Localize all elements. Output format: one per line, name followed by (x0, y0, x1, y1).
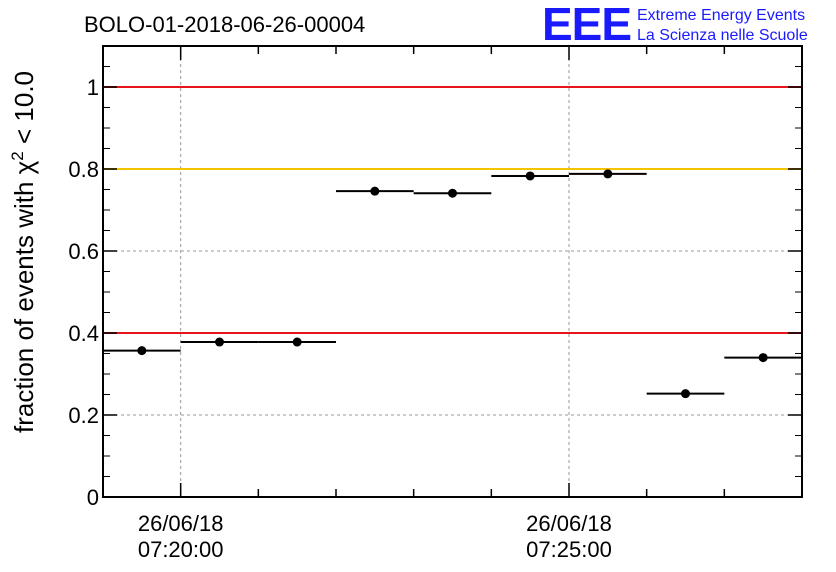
marker-2 (292, 337, 302, 347)
x-tick-time-0: 07:20:00 (138, 537, 224, 562)
marker-0 (137, 346, 147, 356)
marker-1 (215, 337, 224, 347)
y-tick-label-4: 0.8 (68, 157, 99, 182)
eee-logo-mark: EEE (542, 0, 631, 50)
marker-3 (370, 186, 380, 196)
plot-area-border (102, 45, 803, 498)
y-tick-label-2: 0.4 (68, 321, 99, 346)
data-point-2 (258, 337, 336, 347)
y-axis-label-superscript: 2 (8, 151, 27, 160)
data-point-0 (103, 346, 181, 356)
grid (103, 46, 802, 497)
y-tick-label-3: 0.6 (68, 239, 99, 264)
data-point-6 (569, 169, 647, 179)
data-point-3 (336, 186, 414, 196)
reference-lines (103, 86, 802, 334)
data-point-5 (491, 171, 569, 181)
y-tick-label-1: 0.2 (68, 403, 99, 428)
eee-logo-line2: La Scienza nelle Scuole (637, 27, 808, 44)
data-point-7 (646, 389, 725, 399)
data-point-4 (413, 188, 492, 198)
y-axis-ticks: 0 0.2 0.4 0.6 0.8 1 (68, 66, 802, 510)
plot-frame (102, 45, 803, 498)
marker-5 (525, 171, 535, 181)
marker-6 (603, 169, 613, 179)
eee-logo-line1: Extreme Energy Events (637, 7, 805, 24)
data-point-1 (180, 337, 259, 347)
data-points (103, 169, 802, 399)
marker-4 (448, 188, 457, 198)
data-point-8 (724, 353, 802, 363)
y-axis-label-prefix: fraction of events with (9, 174, 39, 433)
marker-8 (758, 353, 768, 363)
eee-logo: EEE Extreme Energy Events La Scienza nel… (542, 0, 808, 50)
x-tick-date-1: 26/06/18 (526, 511, 612, 536)
x-tick-time-1: 07:25:00 (526, 537, 612, 562)
x-tick-date-0: 26/06/18 (138, 511, 224, 536)
y-axis-label: fraction of events with χ2 < 10.0 (8, 71, 39, 433)
chart-title: BOLO-01-2018-06-26-00004 (84, 12, 365, 37)
y-tick-label-0: 0 (87, 485, 99, 510)
y-axis-label-symbol: χ (9, 160, 39, 174)
y-axis-label-suffix: < 10.0 (9, 71, 39, 151)
y-tick-label-5: 1 (87, 75, 99, 100)
marker-7 (681, 389, 690, 399)
